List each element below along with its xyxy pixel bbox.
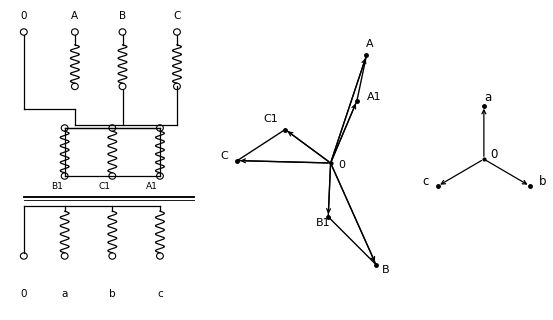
Text: a: a — [484, 91, 492, 104]
Text: B1: B1 — [51, 182, 63, 191]
Text: b: b — [109, 289, 116, 300]
Text: B1: B1 — [316, 218, 331, 228]
Text: A1: A1 — [147, 182, 158, 191]
Text: C1: C1 — [98, 182, 111, 191]
Text: B: B — [119, 11, 126, 21]
Text: C1: C1 — [263, 114, 278, 124]
Text: 0: 0 — [20, 289, 27, 300]
Text: 0: 0 — [338, 160, 345, 170]
Text: C: C — [173, 11, 181, 21]
Text: b: b — [539, 175, 546, 188]
Text: A: A — [366, 39, 374, 49]
Text: a: a — [61, 289, 68, 300]
Text: A1: A1 — [367, 92, 381, 102]
Text: B: B — [382, 265, 389, 275]
Text: 0: 0 — [20, 11, 27, 21]
Text: 0: 0 — [491, 148, 498, 161]
Text: c: c — [157, 289, 163, 300]
Text: A: A — [71, 11, 79, 21]
Text: C: C — [220, 151, 228, 161]
Text: c: c — [422, 175, 429, 188]
